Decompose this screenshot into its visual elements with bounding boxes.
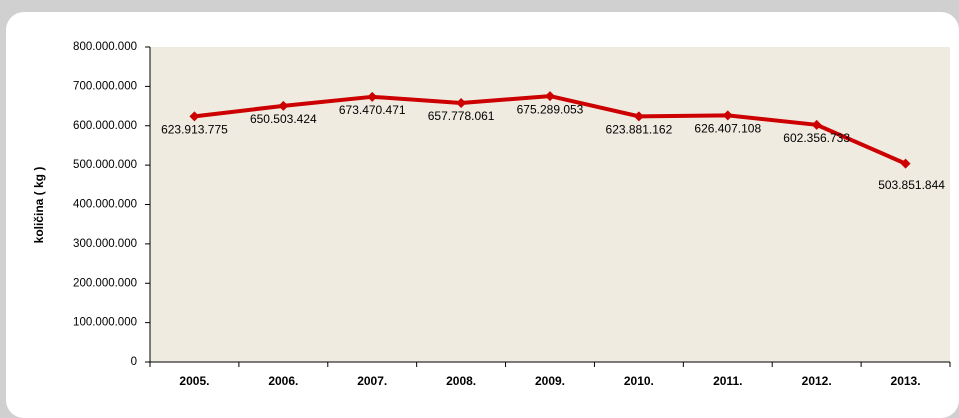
x-tick-label: 2005. (179, 374, 209, 388)
y-axis-label: količina ( kg ) (32, 167, 46, 244)
y-tick-label: 100.000.000 (73, 317, 137, 329)
data-marker (545, 91, 555, 102)
value-label: 623.913.775 (161, 123, 228, 137)
data-marker (278, 100, 289, 111)
x-tick-label: 2006. (268, 374, 298, 388)
data-marker (722, 110, 733, 121)
data-marker (456, 97, 467, 108)
value-label: 650.503.424 (250, 112, 317, 126)
x-tick-label: 2012. (802, 374, 832, 388)
x-tick-label: 2010. (624, 374, 654, 388)
value-label: 602.356.733 (783, 131, 850, 145)
x-tick-label: 2011. (713, 374, 742, 388)
x-tick-label: 2008. (446, 374, 476, 388)
data-marker (811, 119, 822, 130)
value-label: 657.778.061 (428, 109, 495, 123)
y-tick-label: 500.000.000 (73, 159, 137, 171)
x-tick-label: 2009. (535, 374, 565, 388)
data-marker (633, 111, 644, 122)
y-tick-label: 700.000.000 (73, 80, 137, 92)
x-tick-label: 2007. (357, 374, 387, 388)
value-label: 623.881.162 (606, 123, 673, 137)
y-tick-label: 800.000.000 (73, 41, 137, 53)
value-label: 675.289.053 (517, 102, 584, 116)
data-marker (189, 111, 200, 122)
value-label: 626.407.108 (694, 122, 761, 136)
y-tick-label: 300.000.000 (73, 238, 137, 250)
y-tick-label: 600.000.000 (73, 120, 137, 132)
y-tick-label: 400.000.000 (73, 199, 137, 211)
value-label: 673.470.471 (339, 103, 406, 117)
data-marker (367, 91, 378, 102)
x-tick-label: 2013. (891, 374, 921, 388)
value-label: 503.851.844 (878, 178, 945, 192)
y-tick-label: 200.000.000 (73, 277, 137, 289)
data-marker (900, 158, 911, 169)
y-tick-label: 0 (131, 356, 137, 368)
